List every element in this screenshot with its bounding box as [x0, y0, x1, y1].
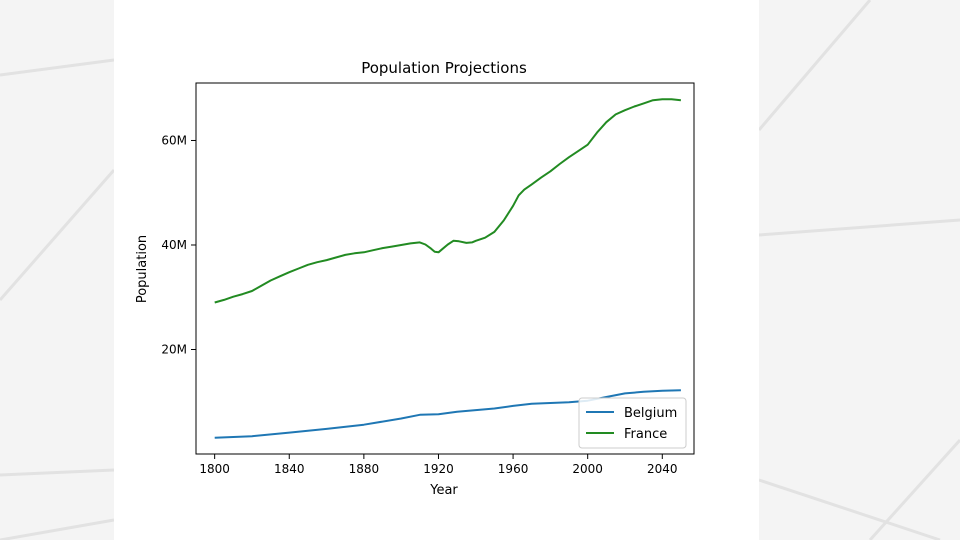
y-axis-label: Population: [135, 235, 150, 303]
x-tick-label: 1960: [498, 462, 529, 476]
legend: Belgium France: [578, 397, 687, 449]
x-tick-label: 1840: [274, 462, 305, 476]
x-axis-label: Year: [429, 483, 458, 498]
figure-panel: Population Projections 1800 1840 1880 1920 1…: [114, 0, 759, 540]
y-axis-ticks: 20M 40M 60M: [161, 133, 196, 356]
x-axis-ticks: 1800 1840 1880 1920 1960 2000 2040: [199, 454, 678, 476]
plot-frame: [195, 82, 695, 455]
line-chart: Population Projections 1800 1840 1880 1920 1…: [135, 59, 695, 498]
legend-label-belgium: Belgium: [624, 406, 677, 421]
chart-title: Population Projections: [361, 59, 527, 77]
x-tick-label: 1880: [349, 462, 380, 476]
plot-area: 1800 1840 1880 1920 1960 2000 2040 20M 40M 60M: [161, 82, 695, 476]
series-line-belgium: [214, 389, 681, 439]
y-tick-label: 20M: [161, 342, 187, 356]
legend-label-france: France: [624, 427, 667, 442]
series-layer: [214, 98, 682, 439]
x-tick-label: 2000: [572, 462, 603, 476]
legend-box: [578, 397, 687, 449]
y-tick-label: 60M: [161, 133, 187, 147]
x-tick-label: 1800: [199, 462, 230, 476]
y-tick-label: 40M: [161, 238, 187, 252]
x-tick-label: 1920: [423, 462, 454, 476]
x-tick-label: 2040: [647, 462, 678, 476]
series-line-france: [214, 98, 682, 304]
